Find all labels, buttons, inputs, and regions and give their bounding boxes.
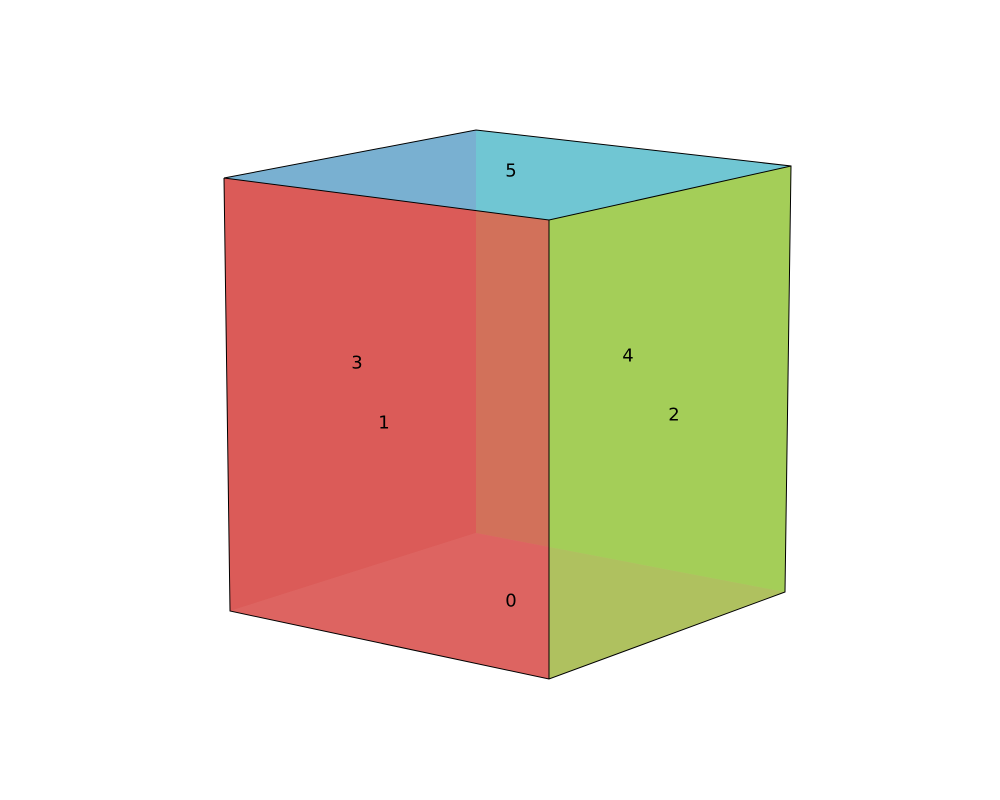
cube-face-front-left — [224, 178, 549, 679]
face-label-4: 4 — [622, 346, 633, 367]
cube-edge-top-front-right — [548, 165, 792, 221]
cube-edge-top-front-left — [223, 177, 550, 221]
cube-silhouette-edge — [223, 129, 792, 680]
face-label-1: 1 — [378, 413, 389, 434]
face-label-3: 3 — [351, 353, 362, 374]
face-label-5: 5 — [505, 161, 516, 182]
face-label-2: 2 — [668, 405, 679, 426]
face-label-0: 0 — [505, 591, 516, 612]
cube-face-front-right — [549, 166, 791, 679]
